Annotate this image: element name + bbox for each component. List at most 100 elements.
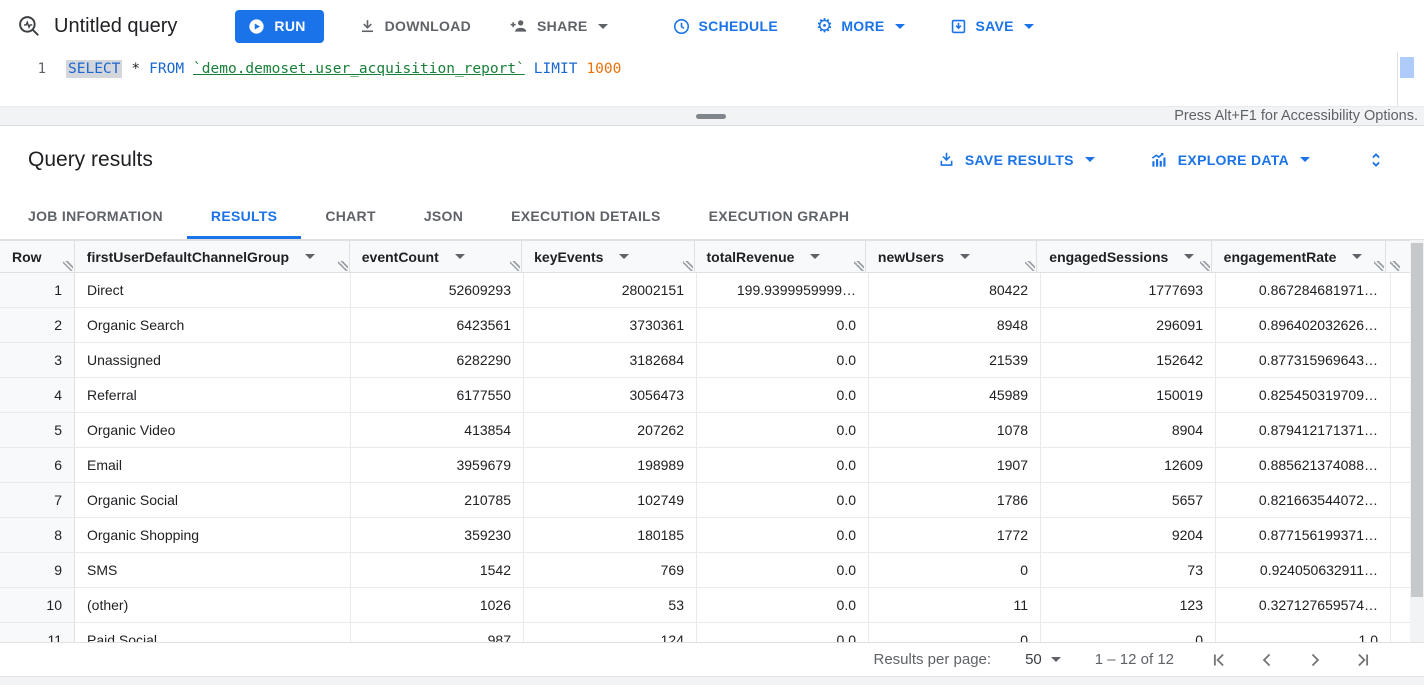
more-button[interactable]: ⚙ MORE (812, 11, 909, 42)
column-menu-caret-icon[interactable] (454, 254, 465, 259)
cell-keyEvents: 198989 (524, 448, 697, 482)
sql-star: * (131, 61, 141, 77)
row-number: 8 (0, 518, 75, 552)
column-label: engagementRate (1223, 248, 1337, 265)
column-resize-handle[interactable] (62, 261, 73, 271)
save-button[interactable]: SAVE (945, 11, 1038, 42)
column-menu-caret-icon[interactable] (1352, 254, 1363, 259)
cell-newUsers: 80422 (869, 273, 1041, 307)
table-row: 1 Direct 52609293 28002151 199.9399959999… 80… (0, 273, 1410, 308)
cell-totalRevenue: 0.0 (697, 483, 869, 517)
column-menu-caret-icon[interactable] (960, 254, 971, 259)
column-resize-handle[interactable] (1374, 261, 1385, 271)
cell-keyEvents: 3182684 (524, 343, 697, 377)
cell-newUsers: 0 (869, 553, 1041, 587)
cell-totalRevenue: 0.0 (697, 413, 869, 447)
column-header-engagedSessions[interactable]: engagedSessions (1037, 241, 1212, 272)
sql-keyword-limit: LIMIT (533, 61, 578, 77)
row-number: 4 (0, 378, 75, 412)
first-page-button[interactable] (1208, 649, 1230, 671)
results-panel-header: Query results SAVE RESULTS EXPLORE DATA (0, 126, 1424, 193)
vertical-scrollbar-track[interactable] (1410, 240, 1424, 642)
collapse-expand-button[interactable] (1362, 146, 1390, 174)
download-button[interactable]: DOWNLOAD (354, 11, 475, 42)
vertical-scrollbar-thumb[interactable] (1411, 243, 1423, 597)
cell-keyEvents: 3056473 (524, 378, 697, 412)
cell-firstUserDefaultChannelGroup: Organic Social (75, 483, 351, 517)
tab-results[interactable]: RESULTS (187, 193, 301, 239)
save-results-button[interactable]: SAVE RESULTS (931, 149, 1101, 170)
column-resize-handle[interactable] (510, 261, 521, 271)
cell-eventCount: 359230 (351, 518, 524, 552)
cell-keyEvents: 180185 (524, 518, 697, 552)
column-menu-caret-icon[interactable] (1184, 254, 1195, 259)
cell-engagedSessions: 5657 (1041, 483, 1216, 517)
next-page-button[interactable] (1304, 649, 1326, 671)
last-page-button[interactable] (1352, 649, 1374, 671)
tab-execution-details[interactable]: EXECUTION DETAILS (511, 208, 661, 224)
row-number: 10 (0, 588, 75, 622)
cell-totalRevenue: 0.0 (697, 623, 869, 642)
column-label: engagedSessions (1049, 248, 1169, 265)
editor-scrollbar-thumb[interactable] (1400, 57, 1414, 78)
cell-engagementRate: 0.867284681971… (1216, 273, 1391, 307)
cell-eventCount: 987 (351, 623, 524, 642)
tab-json[interactable]: JSON (423, 208, 464, 224)
cell-keyEvents: 769 (524, 553, 697, 587)
results-title: Query results (28, 147, 153, 171)
explore-data-button[interactable]: EXPLORE DATA (1143, 149, 1316, 171)
column-resize-handle[interactable] (1199, 261, 1210, 271)
horizontal-scrollbar-track[interactable] (0, 676, 1424, 685)
previous-page-button[interactable] (1256, 649, 1278, 671)
sql-editor[interactable]: 1 SELECT * FROM `demo.demoset.user_acqui… (0, 52, 1424, 106)
cell-newUsers: 1772 (869, 518, 1041, 552)
column-resize-handle[interactable] (1390, 261, 1401, 271)
table-body: 1 Direct 52609293 28002151 199.9399959999… 80… (0, 273, 1424, 642)
column-header-keyEvents[interactable]: keyEvents (522, 241, 695, 272)
cell-keyEvents: 28002151 (524, 273, 697, 307)
cell-engagedSessions: 73 (1041, 553, 1216, 587)
column-header-eventCount[interactable]: eventCount (350, 241, 523, 272)
row-number: 3 (0, 343, 75, 377)
table-row: 2 Organic Search 6423561 3730361 0.0 8948 2960… (0, 308, 1410, 343)
cell-firstUserDefaultChannelGroup: Email (75, 448, 351, 482)
save-icon (949, 17, 968, 36)
column-menu-caret-icon[interactable] (305, 254, 316, 259)
run-button[interactable]: RUN (235, 9, 324, 43)
column-resize-handle[interactable] (682, 261, 693, 271)
column-header-Row[interactable]: Row (0, 241, 75, 272)
row-number: 5 (0, 413, 75, 447)
row-number: 6 (0, 448, 75, 482)
column-header-firstUserDefaultChannelGroup[interactable]: firstUserDefaultChannelGroup (75, 241, 350, 272)
column-header-engagementRate[interactable]: engagementRate (1212, 241, 1387, 272)
panel-resize-handle[interactable] (696, 114, 726, 119)
cell-keyEvents: 53 (524, 588, 697, 622)
tab-job-information[interactable]: JOB INFORMATION (28, 208, 163, 224)
unfold-icon (1366, 150, 1386, 170)
schedule-button[interactable]: SCHEDULE (668, 11, 782, 42)
page-size-select[interactable]: 50 (1025, 651, 1061, 668)
tab-chart[interactable]: CHART (325, 208, 376, 224)
tab-execution-graph[interactable]: EXECUTION GRAPH (708, 208, 850, 224)
column-header-newUsers[interactable]: newUsers (866, 241, 1038, 272)
cell-engagedSessions: 8904 (1041, 413, 1216, 447)
sql-table-reference-link[interactable]: `demo.demoset.user_acquisition_report` (193, 61, 525, 77)
sql-keyword-from: FROM (149, 61, 185, 77)
share-button[interactable]: SHARE (505, 10, 612, 42)
column-resize-handle[interactable] (1025, 261, 1036, 271)
cell-engagementRate: 0.821663544072… (1216, 483, 1391, 517)
query-toolbar: Untitled query RUN DOWNLOAD SHARE SCHEDU… (0, 0, 1424, 52)
column-header-totalRevenue[interactable]: totalRevenue (695, 241, 866, 272)
cell-keyEvents: 3730361 (524, 308, 697, 342)
column-menu-caret-icon[interactable] (619, 254, 630, 259)
column-resize-handle[interactable] (337, 261, 348, 271)
query-title[interactable]: Untitled query (54, 14, 178, 37)
cell-engagedSessions: 12609 (1041, 448, 1216, 482)
cell-firstUserDefaultChannelGroup: Paid Social (75, 623, 351, 642)
cell-totalRevenue: 0.0 (697, 448, 869, 482)
cell-newUsers: 11 (869, 588, 1041, 622)
column-resize-handle[interactable] (853, 261, 864, 271)
cell-firstUserDefaultChannelGroup: Organic Video (75, 413, 351, 447)
column-menu-caret-icon[interactable] (810, 254, 821, 259)
table-row: 6 Email 3959679 198989 0.0 1907 12609 0.8856213… (0, 448, 1410, 483)
